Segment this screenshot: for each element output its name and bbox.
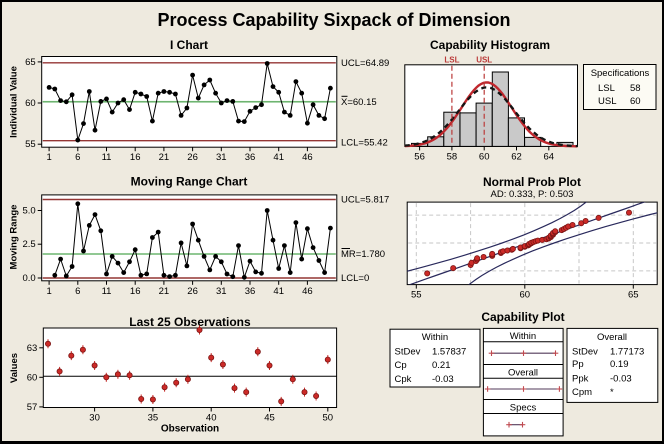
svg-text:Specs: Specs [510, 403, 537, 414]
svg-text:Within: Within [422, 332, 448, 343]
svg-text:I Chart: I Chart [170, 38, 208, 52]
svg-text:Last 25 Observations: Last 25 Observations [129, 315, 251, 329]
svg-text:46: 46 [302, 152, 313, 163]
svg-text:5.0: 5.0 [22, 206, 35, 217]
svg-text:60: 60 [27, 372, 38, 383]
svg-text:36: 36 [245, 286, 256, 297]
svg-text:Individual Value: Individual Value [9, 66, 20, 138]
svg-text:60: 60 [520, 290, 531, 301]
svg-text:Capability Plot: Capability Plot [481, 310, 564, 324]
svg-text:57: 57 [27, 402, 38, 413]
svg-text:LCL=55.42: LCL=55.42 [341, 138, 388, 149]
svg-text:LSL: LSL [444, 56, 459, 65]
svg-text:1.57837: 1.57837 [432, 347, 466, 358]
svg-text:-0.03: -0.03 [432, 374, 454, 385]
svg-text:55: 55 [25, 139, 36, 150]
svg-text:UCL=5.817: UCL=5.817 [341, 195, 389, 206]
svg-text:11: 11 [102, 286, 112, 297]
svg-text:45: 45 [264, 413, 275, 424]
svg-text:LCL=0: LCL=0 [341, 273, 369, 284]
svg-text:Pp: Pp [572, 359, 584, 370]
svg-text:StDev: StDev [395, 347, 421, 358]
svg-text:Ppk: Ppk [572, 374, 589, 385]
svg-text:30: 30 [89, 413, 100, 424]
svg-text:6: 6 [75, 152, 80, 163]
svg-text:6: 6 [75, 286, 80, 297]
svg-text:65: 65 [628, 290, 639, 301]
svg-text:16: 16 [130, 152, 141, 163]
svg-text:Overall: Overall [508, 367, 538, 378]
svg-text:2.5: 2.5 [22, 239, 35, 250]
svg-text:26: 26 [187, 286, 198, 297]
svg-text:Values: Values [9, 353, 20, 383]
svg-text:1: 1 [46, 286, 51, 297]
svg-text:*: * [610, 387, 614, 398]
svg-text:16: 16 [130, 286, 141, 297]
svg-text:0.19: 0.19 [610, 359, 629, 370]
svg-text:1.77173: 1.77173 [610, 346, 644, 357]
svg-text:41: 41 [273, 286, 284, 297]
svg-text:58: 58 [447, 151, 458, 162]
svg-text:46: 46 [302, 286, 313, 297]
svg-text:60: 60 [25, 98, 36, 109]
svg-text:21: 21 [159, 286, 170, 297]
svg-text:UCL=64.89: UCL=64.89 [341, 58, 389, 69]
svg-text:60: 60 [479, 151, 490, 162]
svg-text:LSL: LSL [598, 83, 615, 94]
svg-text:USL: USL [476, 56, 492, 65]
svg-text:35: 35 [148, 413, 159, 424]
svg-text:11: 11 [102, 152, 112, 163]
svg-text:55: 55 [411, 290, 422, 301]
svg-text:Cpm: Cpm [572, 387, 592, 398]
svg-text:63: 63 [27, 343, 38, 354]
svg-text:Within: Within [510, 331, 536, 342]
svg-text:60: 60 [630, 96, 641, 107]
svg-text:Cpk: Cpk [395, 374, 412, 385]
svg-text:58: 58 [630, 83, 641, 94]
svg-text:AD: 0.333, P: 0.503: AD: 0.333, P: 0.503 [491, 189, 574, 200]
svg-text:21: 21 [159, 152, 170, 163]
svg-text:Capability Histogram: Capability Histogram [430, 38, 550, 52]
svg-text:62: 62 [511, 151, 522, 162]
svg-text:Observation: Observation [161, 424, 219, 435]
svg-text:Overall: Overall [597, 332, 627, 343]
svg-text:50: 50 [323, 413, 334, 424]
svg-text:31: 31 [216, 286, 227, 297]
svg-text:56: 56 [414, 151, 425, 162]
svg-text:40: 40 [206, 413, 217, 424]
svg-text:X=60.15: X=60.15 [341, 97, 377, 108]
svg-text:Specifications: Specifications [591, 68, 650, 79]
svg-text:26: 26 [187, 152, 198, 163]
svg-text:Process Capability Sixpack of: Process Capability Sixpack of Dimension [157, 10, 510, 30]
svg-text:0.0: 0.0 [22, 273, 35, 284]
svg-text:MR=1.780: MR=1.780 [341, 249, 385, 260]
svg-text:36: 36 [245, 152, 256, 163]
svg-text:64: 64 [544, 151, 555, 162]
svg-text:-0.03: -0.03 [610, 374, 632, 385]
svg-text:USL: USL [598, 96, 616, 107]
svg-text:StDev: StDev [572, 346, 598, 357]
svg-text:Moving Range Chart: Moving Range Chart [131, 175, 248, 189]
svg-text:31: 31 [216, 152, 227, 163]
svg-text:65: 65 [25, 57, 36, 68]
svg-text:Normal Prob Plot: Normal Prob Plot [483, 175, 581, 189]
svg-text:1: 1 [46, 152, 51, 163]
svg-text:Cp: Cp [395, 360, 407, 371]
svg-text:0.21: 0.21 [432, 360, 451, 371]
svg-text:41: 41 [273, 152, 284, 163]
svg-text:Moving Range: Moving Range [9, 205, 20, 270]
